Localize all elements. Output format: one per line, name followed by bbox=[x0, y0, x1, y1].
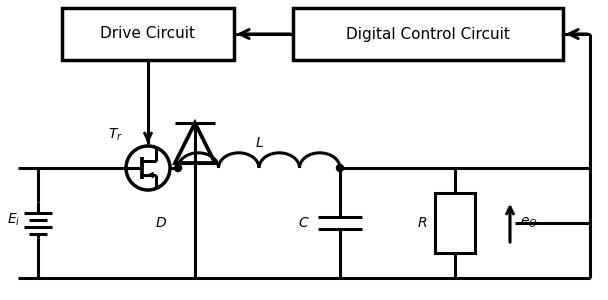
Text: $D$: $D$ bbox=[155, 216, 167, 230]
Text: $C$: $C$ bbox=[299, 216, 310, 230]
Circle shape bbox=[336, 164, 344, 172]
Text: Digital Control Circuit: Digital Control Circuit bbox=[346, 26, 510, 41]
Bar bbox=[62, 8, 234, 60]
Bar bbox=[293, 8, 563, 60]
Text: $T_r$: $T_r$ bbox=[108, 127, 123, 143]
Circle shape bbox=[174, 164, 182, 172]
Text: $R$: $R$ bbox=[416, 216, 427, 230]
Text: $E_i$: $E_i$ bbox=[7, 212, 20, 228]
Text: Drive Circuit: Drive Circuit bbox=[100, 26, 196, 41]
Text: $e_O$: $e_O$ bbox=[520, 216, 538, 230]
Bar bbox=[435, 193, 475, 253]
Text: $L$: $L$ bbox=[255, 136, 263, 150]
